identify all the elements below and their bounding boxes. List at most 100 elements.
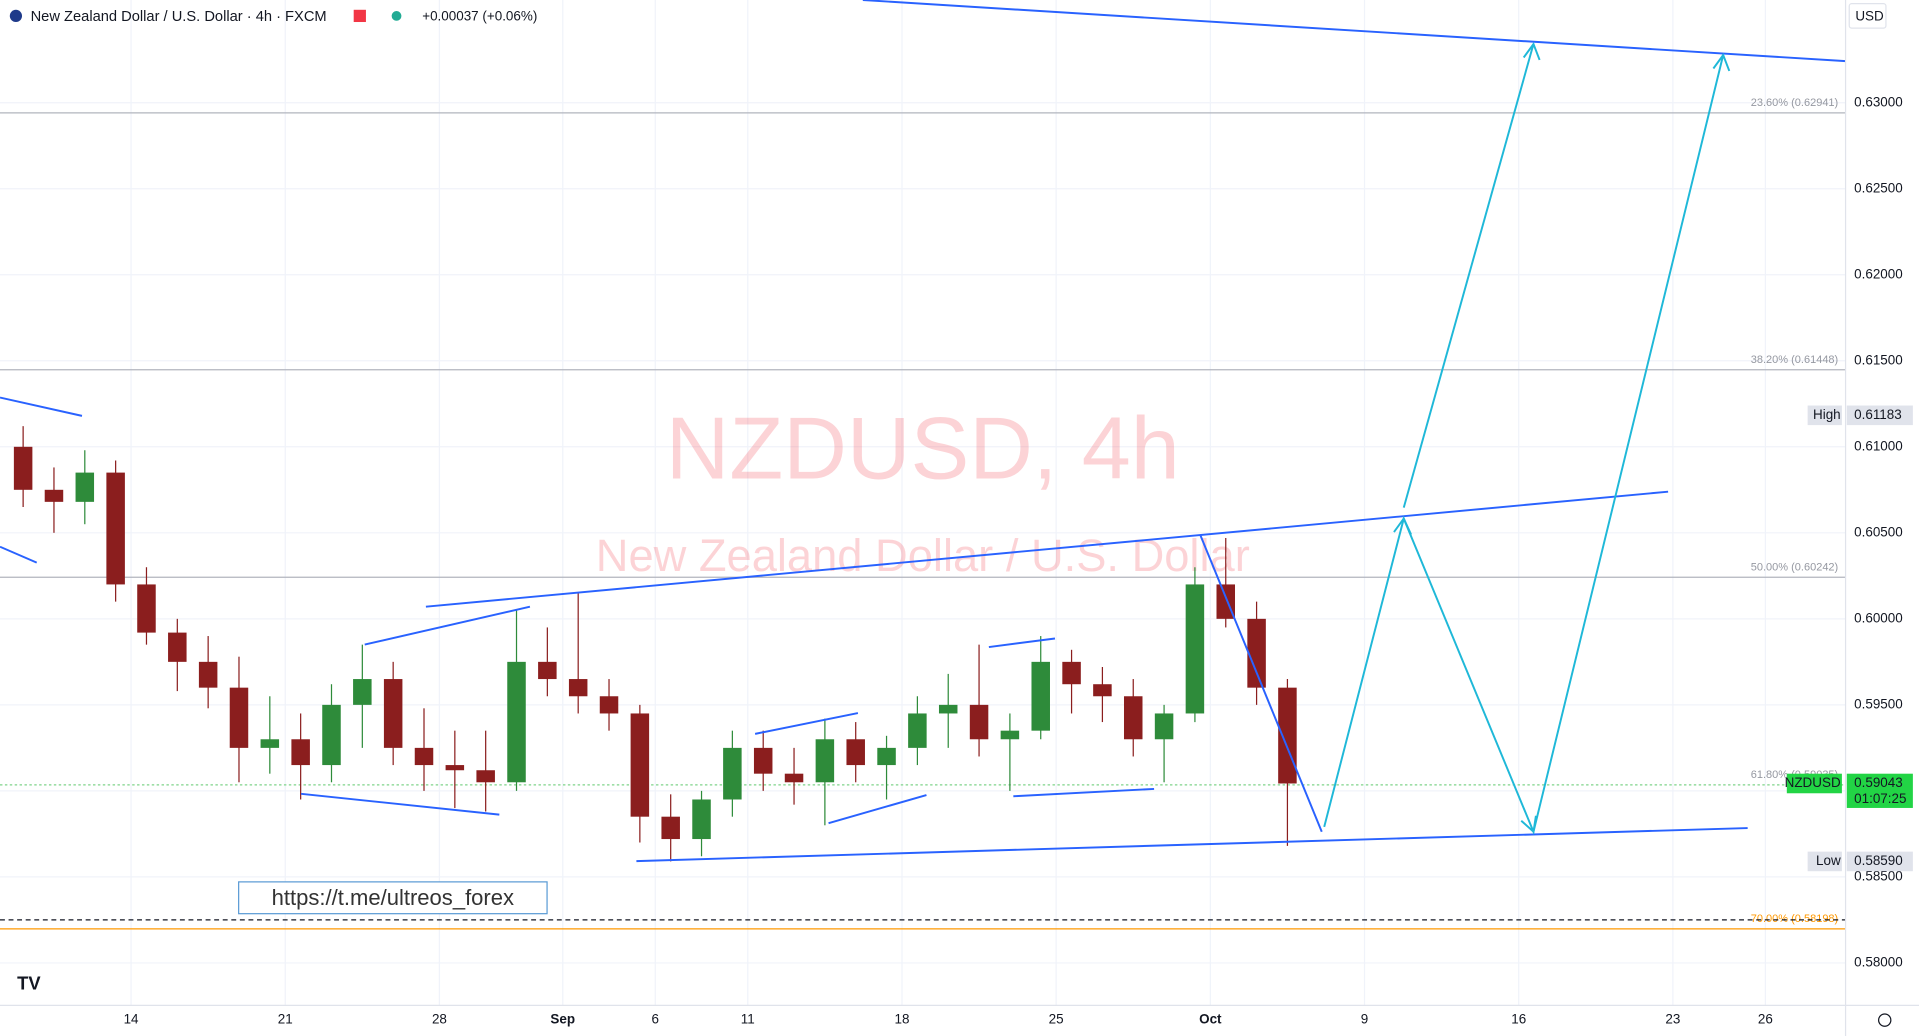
candle-body	[908, 713, 927, 748]
x-tick-label: 16	[1511, 1012, 1526, 1027]
candle-body	[353, 679, 372, 705]
trend-line	[364, 605, 531, 646]
projection-arrow	[1402, 43, 1535, 508]
candle-body	[1062, 661, 1081, 685]
price-tag-countdown: 01:07:25	[1854, 791, 1906, 806]
fib-label: 70.00% (0.58198)	[1751, 913, 1838, 925]
y-tick-label: 0.62000	[1854, 266, 1903, 281]
link-box[interactable]	[238, 881, 548, 915]
trend-line	[0, 396, 83, 417]
y-tick-label: 0.62500	[1854, 180, 1903, 195]
y-tick-label: 0.63000	[1854, 94, 1903, 109]
x-tick-label: 25	[1049, 1012, 1064, 1027]
candle-body	[414, 747, 434, 766]
x-tick-label: 9	[1361, 1012, 1368, 1027]
candle-body	[291, 739, 310, 766]
trend-line	[754, 712, 859, 735]
link-text[interactable]: https://t.me/ultreos_forex	[272, 885, 514, 910]
price-tag-value: 0.61183	[1854, 407, 1902, 422]
x-tick-label: 23	[1665, 1012, 1680, 1027]
fib-label: 38.20% (0.61448)	[1751, 354, 1838, 366]
candle-body	[784, 773, 804, 783]
price-tag-name: High	[1813, 407, 1841, 422]
candle-body	[260, 739, 280, 748]
trend-line	[1199, 535, 1323, 833]
candle-body	[568, 679, 588, 697]
axes: 0.580000.585000.590000.595000.600000.605…	[124, 94, 1913, 1027]
x-tick-label: 28	[432, 1012, 447, 1027]
candle-body	[877, 747, 896, 766]
candle-body	[137, 584, 156, 633]
candle-body	[476, 770, 495, 783]
x-tick-label: 6	[652, 1012, 659, 1027]
x-tick-label: 26	[1758, 1012, 1773, 1027]
candle-body	[229, 687, 249, 748]
candle-body	[44, 489, 64, 502]
channel-lower	[636, 827, 1748, 863]
x-tick-label: Sep	[550, 1012, 575, 1027]
flag-icon	[9, 9, 23, 23]
trend-line	[828, 794, 927, 825]
price-tag-value: 0.58590	[1854, 853, 1903, 868]
candle-body	[322, 704, 341, 766]
candle-body	[661, 816, 680, 840]
candle-body	[1185, 584, 1205, 714]
currency[interactable]: USD	[1855, 9, 1884, 24]
candle-body	[753, 747, 773, 774]
fib-label: 50.00% (0.60242)	[1751, 561, 1838, 573]
y-tick-label: 0.58500	[1854, 868, 1903, 883]
candle-body	[383, 679, 403, 748]
channel-upper	[425, 490, 1669, 608]
candle-body	[815, 739, 835, 783]
price-tag-value: 0.59043	[1854, 775, 1903, 790]
candle-body	[13, 446, 33, 490]
y-tick-label: 0.60500	[1854, 524, 1903, 539]
levels: 23.60% (0.62941) 38.20% (0.61448) 50.00% (…	[0, 97, 1846, 930]
candle-body	[599, 696, 619, 714]
candle-body	[969, 704, 989, 740]
candle-body	[75, 472, 95, 502]
fib-label: 23.60% (0.62941)	[1751, 97, 1838, 109]
y-tick-label: 0.59500	[1854, 696, 1903, 711]
price-tag-name: Low	[1816, 853, 1841, 868]
candle-body	[168, 632, 187, 662]
x-tick-label: 11	[741, 1012, 755, 1027]
candle-body	[1278, 687, 1297, 784]
candle-body	[445, 765, 465, 771]
settings-icon[interactable]	[1877, 1013, 1892, 1027]
arrow-head	[1393, 516, 1412, 535]
symbol-title: New Zealand Dollar / U.S. Dollar · 4h · …	[31, 9, 327, 25]
projection-arrow	[1323, 54, 1725, 835]
candle-body	[106, 472, 125, 585]
candle-body	[1031, 661, 1050, 731]
candle-body	[1000, 730, 1020, 740]
grid	[0, 0, 1846, 1006]
price-tag-name-box	[1786, 773, 1842, 794]
x-tick-label: Oct	[1199, 1012, 1222, 1027]
trend-line	[300, 792, 500, 816]
y-tick-label: 0.61000	[1854, 438, 1903, 453]
candle-body	[1093, 684, 1112, 697]
candle-body	[723, 747, 742, 800]
arrow-head	[1520, 815, 1537, 834]
trend-line	[862, 0, 1846, 63]
price-tag-name-box	[1807, 851, 1842, 872]
price-tag-box	[1846, 405, 1913, 426]
price-change: +0.00037 (+0.06%)	[422, 9, 537, 24]
watermark-subtitle: New Zealand Dollar / U.S. Dollar	[596, 530, 1250, 581]
candle-body	[1154, 713, 1174, 740]
arrow-head	[1712, 53, 1731, 72]
trend-line	[988, 637, 1056, 649]
price-tag-box	[1846, 851, 1913, 872]
y-tick-label: 0.60000	[1854, 610, 1903, 625]
drawings	[0, 0, 1846, 863]
candle-body	[507, 661, 526, 783]
price-tag-box	[1846, 773, 1913, 808]
currency-box[interactable]	[1848, 3, 1887, 29]
y-tick-label: 0.58000	[1854, 954, 1903, 969]
trend-line	[0, 545, 38, 564]
candle-body	[198, 661, 218, 688]
